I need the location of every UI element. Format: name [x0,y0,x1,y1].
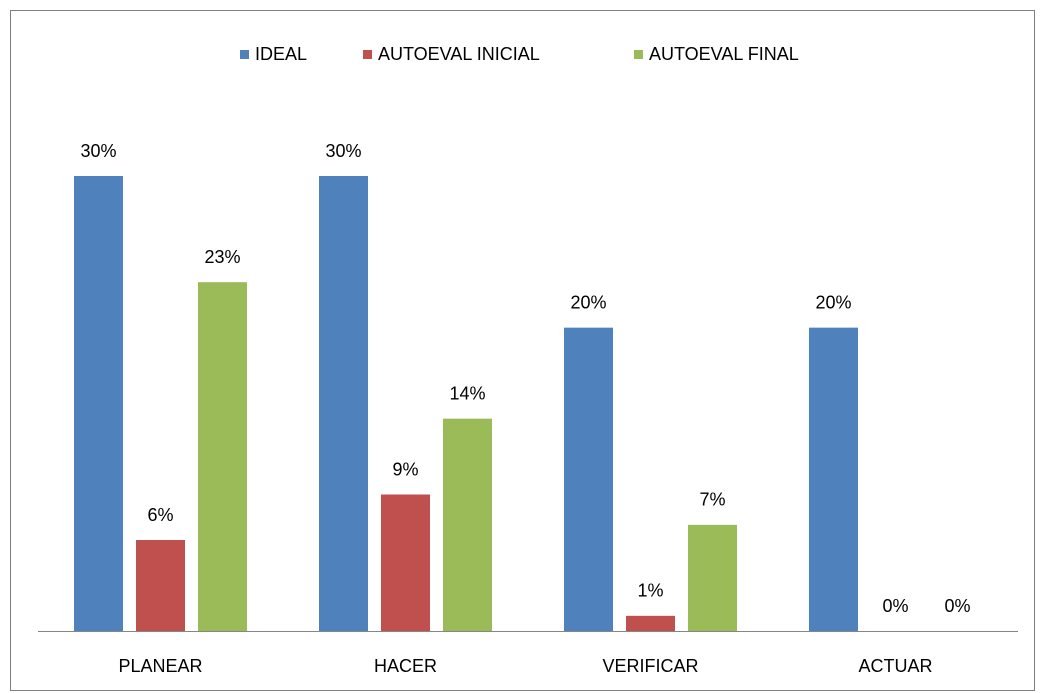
value-label: 30% [325,141,361,161]
bar [688,524,737,631]
x-tick-label: PLANEAR [118,656,202,676]
value-label: 9% [392,459,418,479]
value-label: 30% [80,141,116,161]
legend-swatch [240,50,249,59]
bar [198,282,247,631]
legend-swatch [634,50,643,59]
value-label: 23% [204,247,240,267]
bar [319,176,368,631]
bar [381,494,430,631]
bar [443,418,492,631]
x-tick-label: ACTUAR [858,656,932,676]
value-label: 14% [449,383,485,403]
legend-swatch [363,50,372,59]
bar [809,327,858,631]
legend-label: AUTOEVAL FINAL [649,44,799,64]
legend-label: IDEAL [255,44,307,64]
value-label: 1% [637,581,663,601]
bar [136,540,185,631]
value-label: 0% [944,596,970,616]
bar [626,615,675,631]
legend-label: AUTOEVAL INICIAL [378,44,540,64]
bar [74,176,123,631]
value-label: 0% [882,596,908,616]
value-label: 6% [147,505,173,525]
x-tick-label: HACER [374,656,437,676]
value-label: 7% [699,490,725,510]
bar [564,327,613,631]
value-label: 20% [815,292,851,312]
x-tick-label: VERIFICAR [602,656,698,676]
value-label: 20% [570,292,606,312]
